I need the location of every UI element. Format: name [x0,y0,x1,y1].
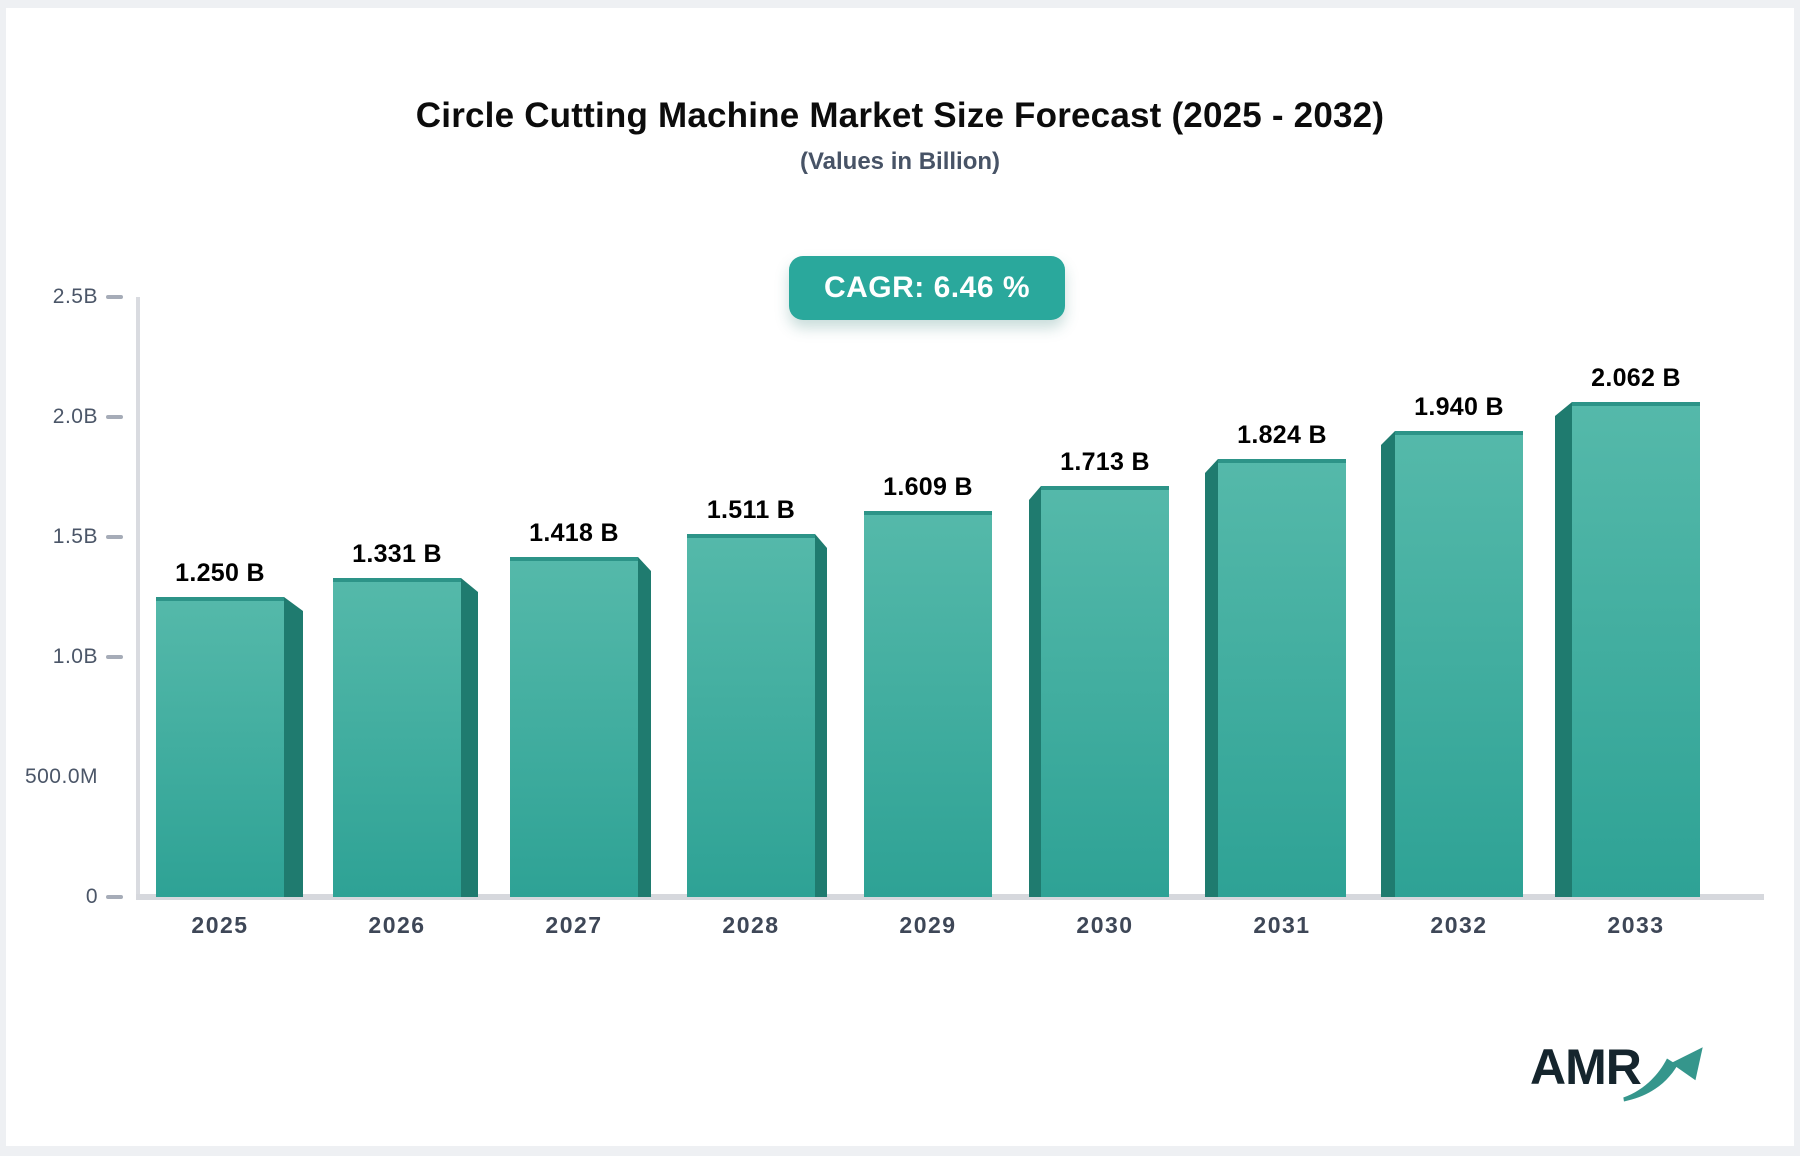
bar-top-edge [156,597,284,601]
x-axis-label: 2031 [1253,912,1311,938]
y-axis-label: 2.0B [52,405,98,428]
bar-value-label: 1.511 B [706,496,796,524]
bar-top-edge [510,557,638,561]
x-axis-label: 2029 [899,912,957,938]
chart-title: Circle Cutting Machine Market Size Forec… [415,96,1385,135]
y-axis-tick [106,415,123,419]
x-axis-label: 2025 [191,912,249,938]
y-axis-tick [106,535,123,539]
bar-top-edge [687,534,815,538]
bar-side-face [1205,459,1218,897]
bar-value-label: 2.062 B [1591,364,1681,392]
y-axis-label: 1.5B [52,525,98,548]
bar-value-label: 1.940 B [1414,393,1504,421]
bar [156,597,284,897]
bar-top-edge [333,578,461,582]
chart-subtitle: (Values in Billion) [799,148,1001,175]
bar [864,511,992,897]
bar-side-face [1381,431,1395,897]
y-axis-label: 0 [85,885,98,908]
bar [510,557,638,897]
cagr-badge: CAGR: 6.46 % [789,256,1065,320]
x-axis-label: 2032 [1430,912,1488,938]
y-axis-tick [106,295,123,299]
bar [333,578,461,897]
bar-top-edge [1218,459,1346,463]
y-axis-label: 1.0B [52,645,98,668]
y-axis-label: 2.5B [52,285,98,308]
y-axis-tick [106,655,123,659]
bar-value-label: 1.824 B [1237,421,1327,449]
bar-side-face [461,578,478,897]
bar-side-face [1555,402,1572,897]
bar-value-label: 1.418 B [529,519,619,547]
bar [1572,402,1700,897]
x-axis-line [136,894,1764,900]
growth-arrow-icon [1623,1047,1703,1102]
bar [1218,459,1346,897]
x-axis-label: 2028 [722,912,780,938]
y-axis-label: 500.0M [24,765,98,788]
bar [1041,486,1169,897]
x-axis-label: 2027 [545,912,603,938]
bar-side-face [638,557,651,897]
bar-side-face [1029,486,1041,897]
bar [1395,431,1523,897]
bar-top-edge [1041,486,1169,490]
bar-top-edge [1395,431,1523,435]
bar-chart: Circle Cutting Machine Market Size Forec… [6,8,1794,1146]
x-axis-label: 2026 [368,912,426,938]
bar-side-face [284,597,303,897]
x-axis-label: 2030 [1076,912,1134,938]
bar-value-label: 1.713 B [1060,448,1150,476]
bar-value-label: 1.331 B [352,540,442,568]
bar-value-label: 1.609 B [883,473,973,501]
y-axis-line [136,297,140,897]
bar-top-edge [1572,402,1700,406]
y-axis-tick [106,895,123,899]
amr-logo-text: AMR [1530,1039,1642,1095]
bar-value-label: 1.250 B [175,559,265,587]
x-axis-label: 2033 [1607,912,1665,938]
chart-card: Circle Cutting Machine Market Size Forec… [6,8,1794,1146]
amr-logo: AMR [1530,1038,1720,1128]
bar [687,534,815,897]
bar-side-face [815,534,827,897]
bar-top-edge [864,511,992,515]
